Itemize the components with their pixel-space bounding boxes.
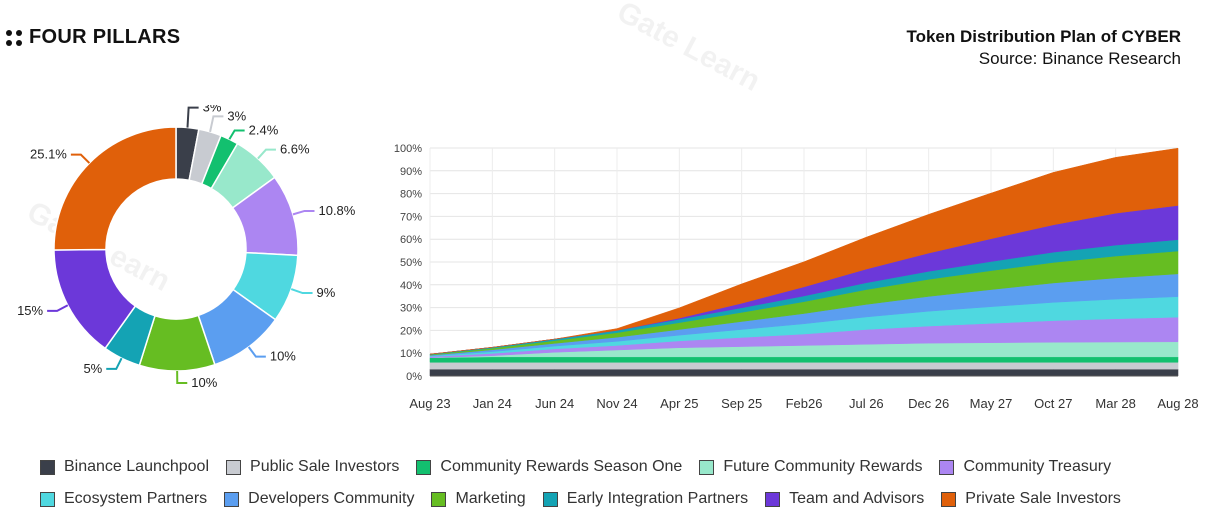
donut-chart: 3%3%2.4%6.6%10.8%9%10%10%5%15%25.1% bbox=[17, 105, 356, 390]
legend-label: Public Sale Investors bbox=[250, 458, 400, 475]
x-tick-label: Sep 25 bbox=[721, 396, 762, 411]
legend-swatch bbox=[939, 459, 955, 475]
legend-item[interactable]: Future Community Rewards bbox=[699, 458, 922, 476]
x-tick-label: May 27 bbox=[970, 396, 1013, 411]
legend-item[interactable]: Ecosystem Partners bbox=[40, 490, 207, 508]
chart-title-block: Token Distribution Plan of CYBER Source:… bbox=[906, 26, 1181, 71]
legend-label: Ecosystem Partners bbox=[64, 490, 208, 507]
legend-swatch bbox=[40, 491, 55, 507]
donut-leader-line bbox=[228, 129, 245, 140]
x-tick-label: Mar 28 bbox=[1095, 396, 1135, 411]
y-tick-label: 0% bbox=[406, 371, 422, 383]
x-tick-label: Dec 26 bbox=[908, 396, 949, 411]
legend-item[interactable]: Early Integration Partners bbox=[542, 490, 749, 508]
legend-swatch bbox=[224, 491, 240, 507]
chart-title: Token Distribution Plan of CYBER bbox=[906, 27, 1181, 46]
donut-label: 3% bbox=[227, 108, 246, 123]
area-series-binance-launchpool bbox=[429, 368, 1179, 377]
y-tick-label: 80% bbox=[400, 189, 422, 201]
four-dots-icon bbox=[6, 29, 22, 46]
donut-leader-line bbox=[209, 115, 224, 133]
donut-leader-line bbox=[186, 106, 199, 128]
y-tick-label: 10% bbox=[400, 348, 422, 360]
legend-swatch bbox=[542, 491, 558, 507]
area-series-community-rewards-season-one bbox=[429, 356, 1179, 363]
donut-label: 5% bbox=[83, 361, 102, 376]
donut-label: 3% bbox=[203, 105, 222, 115]
y-tick-label: 20% bbox=[400, 325, 422, 337]
x-tick-label: Apr 25 bbox=[660, 396, 698, 411]
donut-leader-line bbox=[290, 288, 313, 295]
legend-label: Private Sale Investors bbox=[965, 490, 1121, 507]
legend-label: Developers Community bbox=[248, 490, 415, 507]
legend-swatch bbox=[699, 459, 715, 475]
y-tick-label: 70% bbox=[400, 211, 422, 223]
donut-label: 2.4% bbox=[249, 123, 279, 138]
legend-swatch bbox=[40, 459, 55, 475]
donut-label: 10.8% bbox=[318, 203, 355, 218]
donut-leader-line bbox=[176, 370, 188, 384]
donut-leader-line bbox=[70, 153, 91, 164]
stacked-area-chart: 0% 10% 20% 30% 40% 50% 60% 70% 80% 90% 100% Aug 23 J… bbox=[394, 143, 1199, 411]
x-tick-label: Jul 26 bbox=[849, 396, 884, 411]
y-tick-label: 30% bbox=[400, 303, 422, 315]
x-tick-label: Aug 23 bbox=[409, 396, 450, 411]
area-series-public-sale-investors bbox=[429, 362, 1179, 370]
x-tick-label: Aug 28 bbox=[1157, 396, 1198, 411]
donut-leader-line bbox=[292, 209, 315, 216]
x-tick-label: Jan 24 bbox=[473, 396, 512, 411]
legend-item[interactable]: Community Rewards Season One bbox=[416, 458, 682, 476]
legend-swatch bbox=[226, 459, 242, 475]
x-tick-label: Jun 24 bbox=[535, 396, 574, 411]
x-tick-label: Nov 24 bbox=[596, 396, 637, 411]
legend-swatch bbox=[941, 491, 957, 507]
legend-item[interactable]: Developers Community bbox=[224, 490, 414, 508]
donut-label: 15% bbox=[17, 303, 43, 318]
donut-label: 25.1% bbox=[30, 147, 67, 162]
y-tick-label: 40% bbox=[400, 280, 422, 292]
legend-item[interactable]: Private Sale Investors bbox=[941, 490, 1121, 508]
donut-label: 10% bbox=[191, 375, 217, 390]
y-tick-label: 100% bbox=[394, 143, 422, 155]
legend-swatch bbox=[416, 459, 432, 475]
legend-label: Community Treasury bbox=[963, 458, 1112, 475]
legend-label: Team and Advisors bbox=[789, 490, 925, 507]
watermark: Gate Learn bbox=[611, 0, 766, 98]
legend-item[interactable]: Public Sale Investors bbox=[226, 458, 399, 476]
donut-leader-line bbox=[247, 346, 266, 358]
legend-swatch bbox=[431, 491, 447, 507]
legend-label: Marketing bbox=[455, 490, 526, 507]
chart-legend: Binance Launchpool Public Sale Investors… bbox=[40, 451, 1200, 515]
donut-leader-line bbox=[106, 357, 123, 370]
legend-label: Early Integration Partners bbox=[566, 490, 749, 507]
chart-source: Source: Binance Research bbox=[978, 49, 1181, 68]
donut-label: 6.6% bbox=[280, 142, 310, 157]
donut-label: 9% bbox=[317, 285, 336, 300]
donut-slice-private-sale-investors bbox=[53, 126, 177, 251]
donut-leader-line bbox=[257, 148, 276, 160]
legend-row: Binance Launchpool Public Sale Investors… bbox=[40, 451, 1200, 483]
legend-item[interactable]: Marketing bbox=[431, 490, 526, 508]
legend-item[interactable]: Binance Launchpool bbox=[40, 458, 209, 476]
donut-label: 10% bbox=[270, 349, 296, 364]
y-tick-label: 60% bbox=[400, 234, 422, 246]
brand-logo: FOUR PILLARS bbox=[6, 26, 180, 49]
legend-label: Binance Launchpool bbox=[64, 458, 210, 475]
legend-swatch bbox=[765, 491, 781, 507]
area-series-private-sale-investors bbox=[429, 147, 1179, 355]
legend-label: Community Rewards Season One bbox=[440, 458, 683, 475]
x-tick-label: Feb26 bbox=[786, 396, 823, 411]
x-tick-label: Oct 27 bbox=[1034, 396, 1072, 411]
legend-item[interactable]: Team and Advisors bbox=[765, 490, 924, 508]
donut-leader-line bbox=[47, 304, 69, 312]
brand-name: FOUR PILLARS bbox=[29, 26, 181, 48]
y-tick-label: 50% bbox=[400, 257, 422, 269]
legend-item[interactable]: Community Treasury bbox=[939, 458, 1111, 476]
legend-row: Ecosystem Partners Developers Community … bbox=[40, 483, 1200, 515]
y-tick-label: 90% bbox=[400, 166, 422, 178]
legend-label: Future Community Rewards bbox=[723, 458, 923, 475]
